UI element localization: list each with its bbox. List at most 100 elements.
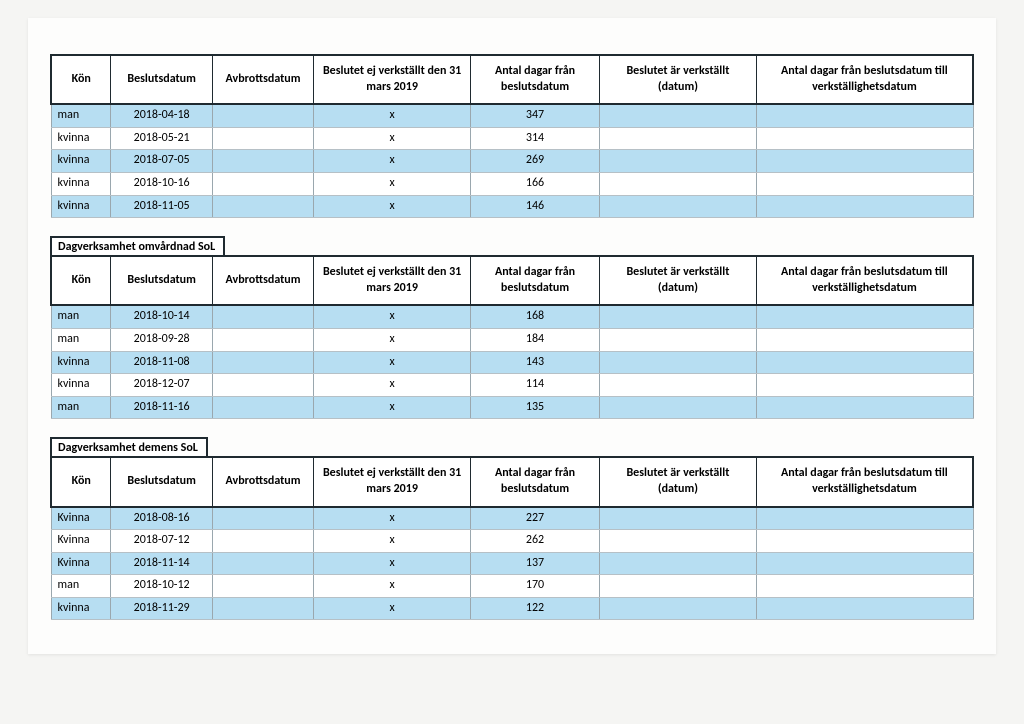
cell-ej-verkstallt: x [314,507,471,530]
cell-avbrottsdatum [212,195,313,218]
col-avbrottsdatum: Avbrottsdatum [212,256,313,305]
col-kon: Kön [51,457,111,506]
cell-ej-verkstallt: x [314,104,471,127]
table-row: man 2018-10-12 x 170 [51,575,973,598]
cell-dagar-verkstall [756,507,973,530]
table-row: man 2018-09-28 x 184 [51,328,973,351]
cell-beslutsdatum: 2018-10-16 [111,172,212,195]
cell-kon: kvinna [51,195,111,218]
cell-dagar-verkstall [756,575,973,598]
cell-dagar-verkstall [756,150,973,173]
cell-verkstallt-datum [600,575,757,598]
section-title: Dagverksamhet omvårdnad SoL [50,236,225,255]
col-antal-dagar-verkstall: Antal dagar från beslutsdatum till verks… [756,55,973,104]
col-antal-dagar-beslut: Antal dagar från beslutsdatum [470,55,599,104]
cell-avbrottsdatum [212,507,313,530]
cell-avbrottsdatum [212,104,313,127]
col-beslutsdatum: Beslutsdatum [111,256,212,305]
cell-avbrottsdatum [212,172,313,195]
cell-beslutsdatum: 2018-10-12 [111,575,212,598]
cell-beslutsdatum: 2018-08-16 [111,507,212,530]
cell-verkstallt-datum [600,374,757,397]
table-row: man 2018-10-14 x 168 [51,305,973,328]
cell-verkstallt-datum [600,104,757,127]
cell-verkstallt-datum [600,351,757,374]
cell-kon: kvinna [51,374,111,397]
cell-dagar-verkstall [756,552,973,575]
cell-dagar-verkstall [756,127,973,150]
col-ej-verkstallt: Beslutet ej verkställt den 31 mars 2019 [314,256,471,305]
col-antal-dagar-beslut: Antal dagar från beslutsdatum [470,457,599,506]
cell-avbrottsdatum [212,328,313,351]
cell-antal-dagar: 166 [470,172,599,195]
cell-antal-dagar: 347 [470,104,599,127]
cell-avbrottsdatum [212,150,313,173]
cell-kon: Kvinna [51,507,111,530]
cell-antal-dagar: 184 [470,328,599,351]
cell-antal-dagar: 314 [470,127,599,150]
cell-ej-verkstallt: x [314,172,471,195]
cell-ej-verkstallt: x [314,328,471,351]
cell-beslutsdatum: 2018-07-12 [111,530,212,553]
cell-dagar-verkstall [756,530,973,553]
cell-verkstallt-datum [600,530,757,553]
cell-kon: kvinna [51,597,111,620]
col-avbrottsdatum: Avbrottsdatum [212,457,313,506]
cell-avbrottsdatum [212,305,313,328]
cell-beslutsdatum: 2018-10-14 [111,305,212,328]
col-antal-dagar-verkstall: Antal dagar från beslutsdatum till verks… [756,457,973,506]
table-row: kvinna 2018-11-05 x 146 [51,195,973,218]
table-row: kvinna 2018-07-05 x 269 [51,150,973,173]
cell-beslutsdatum: 2018-11-05 [111,195,212,218]
cell-ej-verkstallt: x [314,597,471,620]
table-row: kvinna 2018-05-21 x 314 [51,127,973,150]
cell-kon: man [51,396,111,419]
cell-beslutsdatum: 2018-11-16 [111,396,212,419]
cell-ej-verkstallt: x [314,374,471,397]
cell-ej-verkstallt: x [314,351,471,374]
cell-avbrottsdatum [212,597,313,620]
cell-dagar-verkstall [756,195,973,218]
table-row: Kvinna 2018-11-14 x 137 [51,552,973,575]
page-content: Kön Beslutsdatum Avbrottsdatum Beslutet … [28,18,996,654]
cell-ej-verkstallt: x [314,575,471,598]
cell-kon: kvinna [51,172,111,195]
cell-beslutsdatum: 2018-05-21 [111,127,212,150]
table-header: Kön Beslutsdatum Avbrottsdatum Beslutet … [51,457,973,506]
table-header: Kön Beslutsdatum Avbrottsdatum Beslutet … [51,256,973,305]
cell-beslutsdatum: 2018-11-08 [111,351,212,374]
cell-avbrottsdatum [212,374,313,397]
cell-dagar-verkstall [756,172,973,195]
cell-avbrottsdatum [212,552,313,575]
cell-ej-verkstallt: x [314,127,471,150]
table-row: man 2018-04-18 x 347 [51,104,973,127]
cell-ej-verkstallt: x [314,396,471,419]
cell-avbrottsdatum [212,575,313,598]
cell-beslutsdatum: 2018-12-07 [111,374,212,397]
table-row: Kvinna 2018-07-12 x 262 [51,530,973,553]
cell-verkstallt-datum [600,305,757,328]
cell-verkstallt-datum [600,552,757,575]
data-table: Kön Beslutsdatum Avbrottsdatum Beslutet … [50,456,974,620]
cell-avbrottsdatum [212,351,313,374]
cell-ej-verkstallt: x [314,195,471,218]
cell-antal-dagar: 135 [470,396,599,419]
col-antal-dagar-beslut: Antal dagar från beslutsdatum [470,256,599,305]
col-ej-verkstallt: Beslutet ej verkställt den 31 mars 2019 [314,457,471,506]
cell-dagar-verkstall [756,374,973,397]
cell-antal-dagar: 262 [470,530,599,553]
col-ar-verkstallt: Beslutet är verkställt (datum) [600,256,757,305]
cell-antal-dagar: 168 [470,305,599,328]
cell-antal-dagar: 143 [470,351,599,374]
table-row: Kvinna 2018-08-16 x 227 [51,507,973,530]
cell-verkstallt-datum [600,195,757,218]
cell-avbrottsdatum [212,396,313,419]
cell-kon: Kvinna [51,552,111,575]
cell-antal-dagar: 146 [470,195,599,218]
section-title: Dagverksamhet demens SoL [50,437,208,456]
cell-ej-verkstallt: x [314,305,471,328]
col-beslutsdatum: Beslutsdatum [111,457,212,506]
table-row: man 2018-11-16 x 135 [51,396,973,419]
cell-avbrottsdatum [212,127,313,150]
col-kon: Kön [51,55,111,104]
